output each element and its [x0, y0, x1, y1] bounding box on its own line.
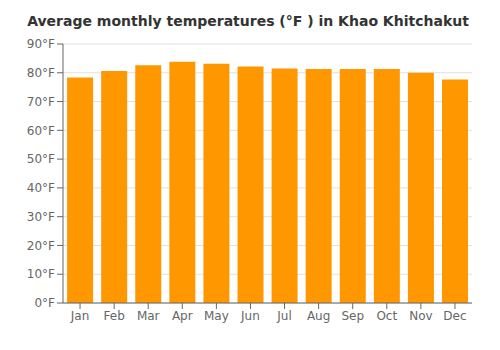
- svg-text:Jan: Jan: [70, 309, 90, 323]
- svg-text:Mar: Mar: [137, 309, 160, 323]
- svg-text:Jun: Jun: [240, 309, 260, 323]
- svg-text:20°F: 20°F: [27, 239, 55, 253]
- svg-text:60°F: 60°F: [27, 124, 55, 138]
- svg-text:Dec: Dec: [443, 309, 466, 323]
- svg-text:30°F: 30°F: [27, 210, 55, 224]
- svg-text:Apr: Apr: [172, 309, 193, 323]
- svg-text:Jul: Jul: [276, 309, 291, 323]
- svg-text:90°F: 90°F: [27, 37, 55, 51]
- html-text:Average monthly temperatures (: Average monthly temperatures (°F ) in Kh…: [27, 13, 469, 29]
- svg-text:0°F: 0°F: [34, 296, 55, 310]
- svg-text:Nov: Nov: [409, 309, 432, 323]
- svg-text:40°F: 40°F: [27, 181, 55, 195]
- svg-text:80°F: 80°F: [27, 66, 55, 80]
- svg-text:Oct: Oct: [376, 309, 397, 323]
- svg-text:Aug: Aug: [307, 309, 330, 323]
- svg-text:May: May: [204, 309, 229, 323]
- svg-text:Sep: Sep: [341, 309, 364, 323]
- svg-text:50°F: 50°F: [27, 152, 55, 166]
- svg-text:10°F: 10°F: [27, 267, 55, 281]
- svg-text:70°F: 70°F: [27, 95, 55, 109]
- svg-text:Feb: Feb: [104, 309, 125, 323]
